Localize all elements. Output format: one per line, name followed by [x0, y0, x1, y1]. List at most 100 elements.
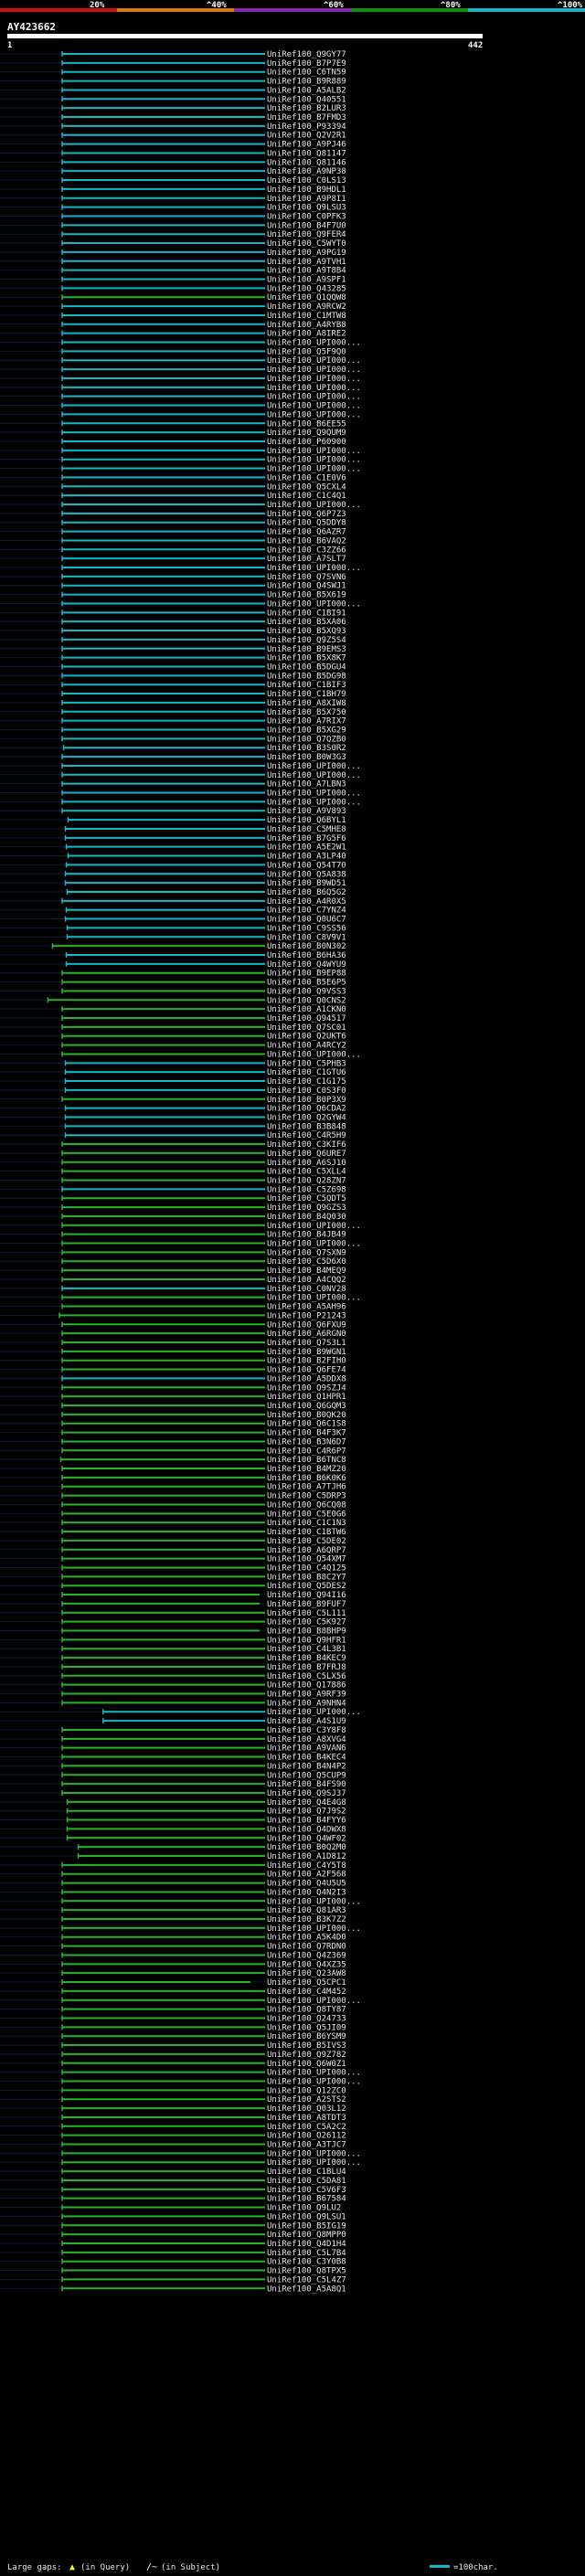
hit-label[interactable]: UniRef100_A5ALB2 — [267, 86, 346, 95]
hit-label[interactable]: UniRef100_C1BLU4 — [267, 2168, 346, 2177]
hit-label[interactable]: UniRef100_A9RF39 — [267, 1691, 346, 1700]
hit-label[interactable]: UniRef100_Q5A838 — [267, 870, 346, 879]
hit-label[interactable]: UniRef100_P21243 — [267, 1311, 346, 1320]
hit-label[interactable]: UniRef100_C8V9V1 — [267, 933, 346, 942]
hit-label[interactable]: UniRef100_B67584 — [267, 2195, 346, 2204]
hit-label[interactable]: UniRef100_Q5DES2 — [267, 1582, 346, 1591]
hit-label[interactable]: UniRef100_Q9LU2 — [267, 2204, 341, 2213]
hit-label[interactable]: UniRef100_B5E6P5 — [267, 979, 346, 988]
hit-label[interactable]: UniRef100_C1MTW8 — [267, 312, 346, 321]
hit-label[interactable]: UniRef100_Q4D1H4 — [267, 2240, 346, 2249]
hit-label[interactable]: UniRef100_B3N6D7 — [267, 1437, 346, 1447]
hit-label[interactable]: UniRef100_C5Z698 — [267, 1185, 346, 1194]
hit-label[interactable]: UniRef100_B4FYY6 — [267, 1817, 346, 1826]
hit-label[interactable]: UniRef100_Q7S3L1 — [267, 1339, 346, 1348]
hit-label[interactable]: UniRef100_C5K927 — [267, 1618, 346, 1627]
hit-label[interactable]: UniRef100_UPI000... — [267, 1897, 361, 1906]
hit-label[interactable]: UniRef100_UPI000... — [267, 798, 361, 807]
hit-label[interactable]: UniRef100_B0P3X9 — [267, 1096, 346, 1105]
hit-label[interactable]: UniRef100_C5DE02 — [267, 1537, 346, 1546]
hit-label[interactable]: UniRef100_C3Y8F8 — [267, 1726, 346, 1735]
hit-label[interactable]: UniRef100_Q43285 — [267, 284, 346, 293]
hit-label[interactable]: UniRef100_UPI000... — [267, 762, 361, 771]
hit-label[interactable]: UniRef100_C5V6F3 — [267, 2186, 346, 2195]
hit-label[interactable]: UniRef100_B6Q5G2 — [267, 888, 346, 897]
hit-label[interactable]: UniRef100_Q4SWJ1 — [267, 582, 346, 591]
hit-label[interactable]: UniRef100_C1BH79 — [267, 690, 346, 699]
hit-label[interactable]: UniRef100_Q6P7Z3 — [267, 510, 346, 519]
hit-label[interactable]: UniRef100_Q9Z782 — [267, 2051, 346, 2060]
hit-label[interactable]: UniRef100_A5DDX8 — [267, 1374, 346, 1383]
hit-label[interactable]: UniRef100_B4JB49 — [267, 1231, 346, 1240]
hit-label[interactable]: UniRef100_Q40551 — [267, 95, 346, 104]
hit-label[interactable]: UniRef100_A8XVG4 — [267, 1735, 346, 1744]
hit-label[interactable]: UniRef100_A8IRE2 — [267, 330, 346, 339]
hit-label[interactable]: UniRef100_B4F7U0 — [267, 221, 346, 230]
hit-label[interactable]: UniRef100_Q8TPX5 — [267, 2267, 346, 2276]
hit-label[interactable]: UniRef100_Q5CXL4 — [267, 482, 346, 492]
hit-label[interactable]: UniRef100_C4M452 — [267, 1988, 346, 1997]
hit-label[interactable]: UniRef100_C4R6P7 — [267, 1447, 346, 1456]
hit-label[interactable]: UniRef100_UPI000... — [267, 2078, 361, 2087]
hit-label[interactable]: UniRef100_UPI000... — [267, 375, 361, 384]
hit-label[interactable]: UniRef100_Q9HFR1 — [267, 1636, 346, 1645]
hit-label[interactable]: UniRef100_C5DRP3 — [267, 1492, 346, 1501]
hit-label[interactable]: UniRef100_Q7SC01 — [267, 1023, 346, 1033]
hit-label[interactable]: UniRef100_B9EP88 — [267, 970, 346, 979]
hit-label[interactable]: UniRef100_A9SPF1 — [267, 276, 346, 285]
hit-label[interactable]: UniRef100_UPI000... — [267, 2149, 361, 2158]
hit-label[interactable]: UniRef100_Q4DWX8 — [267, 1825, 346, 1834]
hit-label[interactable]: UniRef100_Q9QUM9 — [267, 429, 346, 438]
hit-label[interactable]: UniRef100_Q24733 — [267, 2014, 346, 2023]
hit-label[interactable]: UniRef100_Q5JI09 — [267, 2023, 346, 2032]
hit-label[interactable]: UniRef100_C0NV28 — [267, 1285, 346, 1294]
hit-label[interactable]: UniRef100_A5E2W1 — [267, 843, 346, 853]
hit-label[interactable]: UniRef100_B5IVS3 — [267, 2041, 346, 2051]
hit-label[interactable]: UniRef100_B5XG29 — [267, 726, 346, 736]
hit-label[interactable]: UniRef100_Q9Z5S4 — [267, 636, 346, 645]
hit-label[interactable]: UniRef100_A9RCW2 — [267, 302, 346, 312]
hit-label[interactable]: UniRef100_B7FRJ8 — [267, 1663, 346, 1672]
hit-label[interactable]: UniRef100_A1CKN0 — [267, 1005, 346, 1014]
hit-label[interactable]: UniRef100_Q94I16 — [267, 1591, 346, 1600]
hit-label[interactable]: UniRef100_C5L4Z7 — [267, 2275, 346, 2284]
hit-label[interactable]: UniRef100_Q81147 — [267, 149, 346, 158]
hit-label[interactable]: UniRef100_Q1QQW8 — [267, 293, 346, 302]
hit-label[interactable]: UniRef100_B0Q2M0 — [267, 1843, 346, 1852]
hit-label[interactable]: UniRef100_UPI000... — [267, 599, 361, 609]
hit-label[interactable]: UniRef100_B0N302 — [267, 942, 346, 951]
hit-label[interactable]: UniRef100_A9VAN6 — [267, 1744, 346, 1754]
hit-label[interactable]: UniRef100_Q6CDA2 — [267, 1105, 346, 1114]
hit-label[interactable]: UniRef100_UPI000... — [267, 410, 361, 419]
hit-label[interactable]: UniRef100_Q03L12 — [267, 2104, 346, 2114]
hit-label[interactable]: UniRef100_C1BIF3 — [267, 681, 346, 690]
hit-label[interactable]: UniRef100_B9R889 — [267, 78, 346, 87]
hit-label[interactable]: UniRef100_Q5CUP9 — [267, 1771, 346, 1780]
hit-label[interactable]: UniRef100_B4MEQ9 — [267, 1267, 346, 1276]
hit-label[interactable]: UniRef100_A8TDT3 — [267, 2114, 346, 2123]
hit-label[interactable]: UniRef100_B4FS90 — [267, 1780, 346, 1789]
hit-label[interactable]: UniRef100_UPI000... — [267, 402, 361, 411]
hit-label[interactable]: UniRef100_B4KEC4 — [267, 1754, 346, 1763]
hit-label[interactable]: UniRef100_B6TNC8 — [267, 1456, 346, 1465]
hit-label[interactable]: UniRef100_A9T8B4 — [267, 267, 346, 276]
hit-label[interactable]: UniRef100_A3LP40 — [267, 853, 346, 862]
hit-label[interactable]: UniRef100_B6HA36 — [267, 951, 346, 960]
hit-label[interactable]: UniRef100_Q4U5U5 — [267, 1880, 346, 1889]
hit-label[interactable]: UniRef100_Q28ZN7 — [267, 1177, 346, 1186]
hit-label[interactable]: UniRef100_B5X750 — [267, 708, 346, 717]
hit-label[interactable]: UniRef100_C5PHB3 — [267, 1059, 346, 1068]
hit-label[interactable]: UniRef100_C0LS13 — [267, 176, 346, 186]
hit-label[interactable]: UniRef100_Q0U6C7 — [267, 916, 346, 925]
hit-label[interactable]: UniRef100_UPI000... — [267, 366, 361, 375]
hit-label[interactable]: UniRef100_B5X619 — [267, 591, 346, 600]
hit-label[interactable]: UniRef100_C1E0V6 — [267, 473, 346, 482]
hit-label[interactable]: UniRef100_C3ZZ66 — [267, 546, 346, 555]
hit-label[interactable]: UniRef100_A7RIX7 — [267, 717, 346, 726]
hit-label[interactable]: UniRef100_Q81146 — [267, 158, 346, 167]
hit-label[interactable]: UniRef100_C5L7B4 — [267, 2249, 346, 2258]
hit-label[interactable]: UniRef100_UPI000... — [267, 456, 361, 465]
hit-label[interactable]: UniRef100_UPI000... — [267, 465, 361, 474]
hit-label[interactable]: UniRef100_B9FUF7 — [267, 1600, 346, 1609]
hit-label[interactable]: UniRef100_C5L111 — [267, 1609, 346, 1618]
